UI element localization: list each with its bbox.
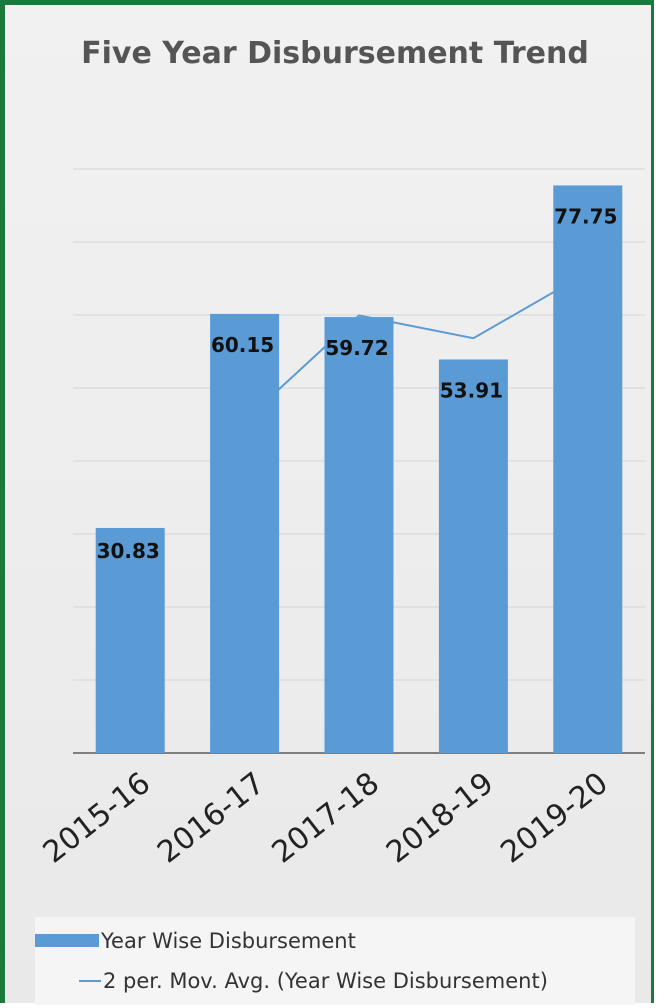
data-label-2015-16: 30.83 xyxy=(97,539,160,563)
legend-label-bar: Year Wise Disbursement xyxy=(100,929,356,953)
bar-2016-17 xyxy=(210,314,279,753)
chart-title: Five Year Disbursement Trend xyxy=(81,36,589,71)
legend-swatch-bar xyxy=(35,934,99,947)
legend-label-line: 2 per. Mov. Avg. (Year Wise Disbursement… xyxy=(103,969,548,993)
bar-series xyxy=(96,185,623,753)
data-label-2016-17: 60.15 xyxy=(211,333,274,357)
moving-average-series xyxy=(245,272,588,420)
moving-average-line xyxy=(245,272,588,420)
disbursement-chart: Five Year Disbursement Trend 30.83 60.15 5… xyxy=(5,5,659,1008)
x-tick-label-2017-18: 2017-18 xyxy=(266,766,386,871)
x-tick-label-2019-20: 2019-20 xyxy=(494,766,614,871)
data-label-2018-19: 53.91 xyxy=(440,378,503,402)
legend: Year Wise Disbursement 2 per. Mov. Avg. (… xyxy=(35,917,635,1005)
bar-2018-19 xyxy=(439,359,508,753)
x-tick-label-2018-19: 2018-19 xyxy=(380,766,500,871)
x-tick-label-2016-17: 2016-17 xyxy=(151,766,271,871)
bar-2019-20 xyxy=(553,185,622,753)
bar-2017-18 xyxy=(325,317,394,753)
data-label-2017-18: 59.72 xyxy=(325,336,388,360)
x-tick-label-2015-16: 2015-16 xyxy=(37,766,157,871)
data-label-2019-20: 77.75 xyxy=(554,204,617,228)
